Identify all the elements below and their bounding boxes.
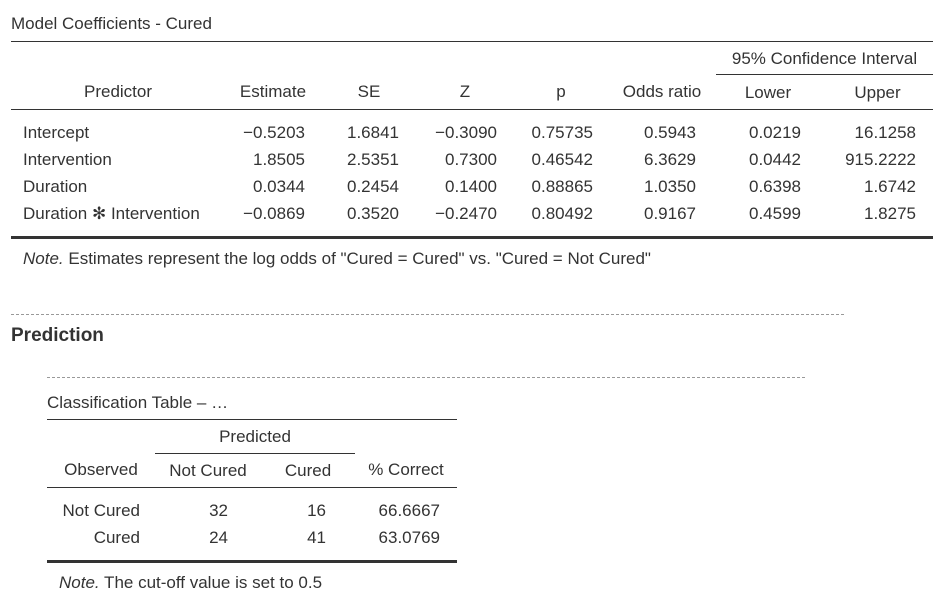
table-cell-not-cured: 32 [209,501,228,520]
col-header-se: SE [357,82,381,101]
col-header-upper: Upper [854,83,901,102]
table-row-predictor: Intervention [23,150,112,169]
col-header-observed: Observed [64,460,138,479]
note-text: Estimates represent the log odds of "Cur… [63,249,651,268]
table-cell-p: 0.46542 [531,150,593,169]
classification-table-title: Classification Table – … [47,393,229,412]
col-header-percent-correct: % Correct [368,460,444,479]
note-label: Note. [59,573,100,592]
classification-header-rule [47,487,457,488]
table-cell-p: 0.75735 [531,123,593,142]
table-row-predictor: Duration ✻ Intervention [23,204,200,223]
ci-header: 95% Confidence Interval [731,49,918,68]
table-cell-odds-ratio: 1.0350 [644,177,696,196]
col-header-predictor: Predictor [83,82,153,101]
col-header-p: p [556,82,566,101]
table-cell-estimate: 0.0344 [253,177,305,196]
note-text: The cut-off value is set to 0.5 [99,573,323,592]
coefficients-bottom-rule [11,236,933,239]
table-cell-upper: 16.1258 [854,123,916,142]
coefficients-header-rule [11,109,933,110]
subsection-divider [47,377,805,378]
table-cell-odds-ratio: 0.9167 [644,204,696,223]
table-cell-estimate: 1.8505 [253,150,305,169]
table-cell-z: 0.7300 [445,150,497,169]
table-cell-p: 0.80492 [531,204,593,223]
col-header-not-cured: Not Cured [169,461,247,480]
table-cell-se: 0.3520 [347,204,399,223]
table-cell-z: 0.1400 [445,177,497,196]
table-cell-estimate: −0.0869 [243,204,305,223]
table-row-observed: Not Cured [62,501,140,520]
table-cell-p: 0.88865 [531,177,593,196]
table-cell-upper: 1.6742 [864,177,916,196]
table-cell-se: 1.6841 [347,123,399,142]
classification-bottom-rule [47,560,457,563]
table-row-predictor: Intercept [23,123,90,142]
col-header-z: Z [459,82,471,101]
table-cell-percent-correct: 63.0769 [378,528,440,547]
table-cell-lower: 0.0219 [749,123,801,142]
table-cell-lower: 0.0442 [749,150,801,169]
predicted-header: Predicted [219,427,291,446]
table-row-predictor: Duration [23,177,88,196]
table-cell-z: −0.2470 [435,204,497,223]
coefficients-table-title: Model Coefficients - Cured [11,14,212,33]
table-cell-percent-correct: 66.6667 [378,501,440,520]
coefficients-title-rule [11,41,933,42]
ci-header-rule [716,74,933,75]
table-cell-upper: 1.8275 [864,204,916,223]
table-cell-not-cured: 24 [209,528,228,547]
predicted-header-rule [155,453,355,454]
table-cell-odds-ratio: 0.5943 [644,123,696,142]
prediction-section-title[interactable]: Prediction [11,325,104,346]
col-header-odds-ratio: Odds ratio [622,82,702,101]
table-row-observed: Cured [93,528,140,547]
table-cell-upper: 915.2222 [845,150,916,169]
table-cell-z: −0.3090 [435,123,497,142]
section-divider [11,314,844,315]
col-header-cured: Cured [284,461,332,480]
classification-title-rule [47,419,457,420]
table-cell-lower: 0.6398 [749,177,801,196]
table-cell-se: 2.5351 [347,150,399,169]
col-header-lower: Lower [744,83,792,102]
classification-note: Note. The cut-off value is set to 0.5 [59,573,322,593]
table-cell-se: 0.2454 [347,177,399,196]
table-cell-odds-ratio: 6.3629 [644,150,696,169]
coefficients-note: Note. Estimates represent the log odds o… [23,249,651,269]
col-header-estimate: Estimate [239,82,307,101]
table-cell-estimate: −0.5203 [243,123,305,142]
table-cell-cured: 16 [307,501,326,520]
table-cell-cured: 41 [307,528,326,547]
table-cell-lower: 0.4599 [749,204,801,223]
note-label: Note. [23,249,64,268]
